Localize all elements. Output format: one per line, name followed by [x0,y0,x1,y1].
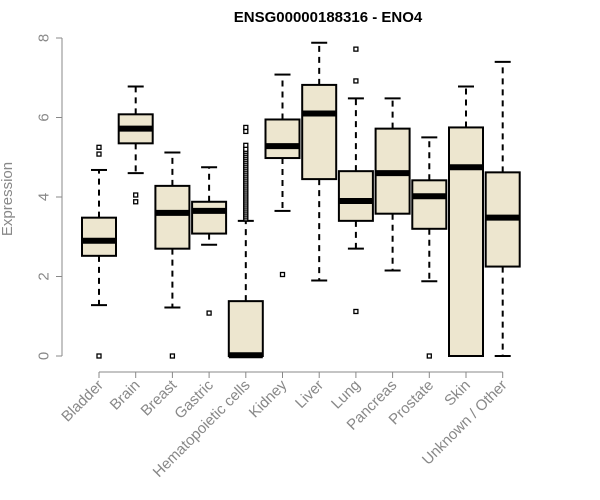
box-group [264,73,301,278]
box-group [227,124,264,359]
box-group [191,166,228,316]
outlier-point [133,199,139,205]
y-axis-label: Expression [0,162,16,236]
y-tick-label: 8 [35,34,52,42]
x-tick-label: Skin [441,377,474,410]
outlier-point [353,308,359,315]
box-group [154,151,191,359]
outlier-point [169,353,176,359]
outlier-point [96,353,102,359]
box-iqr [411,179,448,230]
box-group [374,97,411,272]
box-iqr [191,200,228,235]
y-axis: 0 2 4 6 8 [35,34,63,360]
outlier-point [133,192,139,198]
outlier-point [206,310,212,316]
y-tick-label: 4 [35,193,52,201]
box-iqr [154,184,191,250]
y-tick-label: 0 [35,352,52,360]
box-group [337,46,374,315]
outlier-point [353,46,359,52]
chart-title: ENSG00000188316 - ENO4 [234,9,423,26]
box-group [411,136,448,359]
plot-area [81,41,521,359]
outlier-point [96,144,102,150]
x-tick-label: Liver [292,377,327,412]
box-group [301,41,338,282]
y-tick-label: 2 [35,272,52,280]
outlier-point [279,271,286,278]
outlier-point [96,151,102,157]
box-group [484,60,521,357]
box-iqr [448,126,484,357]
x-tick-label: Bladder [58,377,107,426]
box-iqr [264,118,301,160]
outlier-point [243,142,249,148]
box-group [448,85,484,357]
outlier-point [243,124,249,131]
outlier-point [353,78,359,84]
box-iqr [337,170,374,222]
outlier-point [426,353,432,359]
box-iqr [301,83,338,181]
box-iqr [227,300,264,357]
box-group [81,144,117,359]
box-group [117,85,154,205]
x-tick-label: Kidney [246,376,291,421]
y-tick-label: 6 [35,113,52,121]
box-iqr [81,216,117,257]
